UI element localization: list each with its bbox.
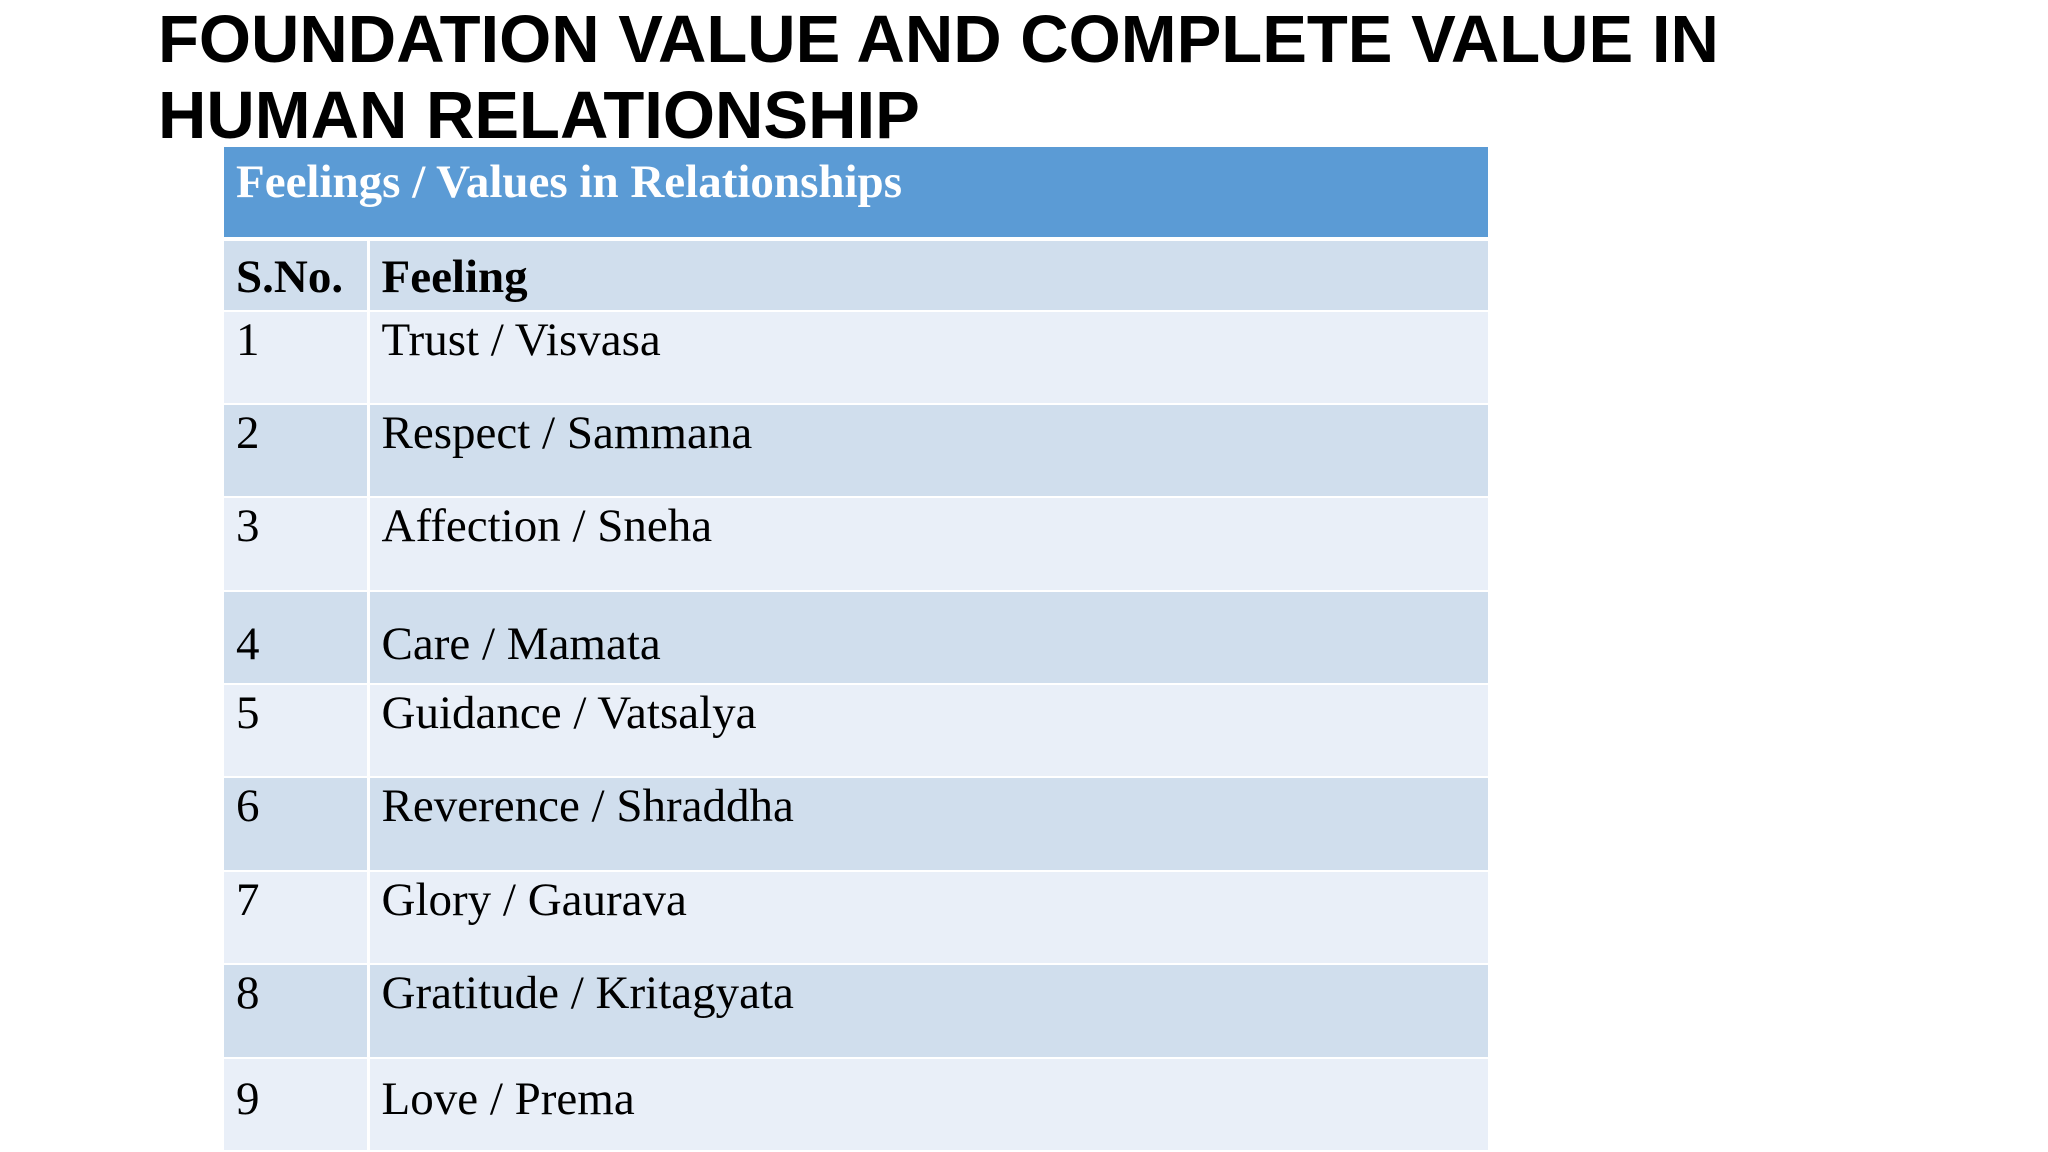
column-header-row: S.No. Feeling: [224, 239, 1488, 312]
slide-title: FOUNDATION VALUE AND COMPLETE VALUE IN H…: [158, 2, 1958, 154]
table-row: 4 Care / Mamata: [224, 590, 1488, 686]
row-sno: 7: [224, 870, 370, 966]
row-sno: 4: [224, 590, 370, 686]
row-feeling: Reverence / Shraddha: [368, 777, 1488, 872]
table-row: 3 Affection / Sneha: [224, 497, 1488, 592]
row-sno: 1: [224, 310, 370, 406]
feelings-values-table: Feelings / Values in Relationships S.No.…: [224, 147, 1488, 1152]
row-sno: 6: [224, 777, 370, 872]
table-row: 5 Guidance / Vatsalya: [224, 684, 1488, 779]
slide-title-line-2: HUMAN RELATIONSHIP: [158, 78, 920, 153]
row-sno: 2: [224, 404, 370, 499]
table-row: 9 Love / Prema: [224, 1057, 1488, 1152]
row-feeling: Affection / Sneha: [368, 497, 1488, 592]
row-feeling: Love / Prema: [368, 1057, 1488, 1152]
column-header-sno: S.No.: [224, 239, 370, 312]
table-row: 2 Respect / Sammana: [224, 404, 1488, 499]
table-caption-row: Feelings / Values in Relationships: [224, 147, 1488, 242]
slide-title-line-1: FOUNDATION VALUE AND COMPLETE VALUE IN: [158, 2, 1719, 77]
row-sno: 3: [224, 497, 370, 592]
table-caption: Feelings / Values in Relationships: [224, 147, 1488, 242]
table-row: 7 Glory / Gaurava: [224, 870, 1488, 966]
row-feeling: Gratitude / Kritagyata: [368, 964, 1488, 1059]
row-feeling: Care / Mamata: [368, 590, 1488, 686]
row-sno: 9: [224, 1057, 370, 1152]
table-row: 6 Reverence / Shraddha: [224, 777, 1488, 872]
row-feeling: Glory / Gaurava: [368, 870, 1488, 966]
table-row: 8 Gratitude / Kritagyata: [224, 964, 1488, 1059]
row-sno: 5: [224, 684, 370, 779]
column-header-feeling: Feeling: [368, 239, 1488, 312]
row-feeling: Guidance / Vatsalya: [368, 684, 1488, 779]
row-sno: 8: [224, 964, 370, 1059]
row-feeling: Trust / Visvasa: [368, 310, 1488, 406]
row-feeling: Respect / Sammana: [368, 404, 1488, 499]
table-row: 1 Trust / Visvasa: [224, 310, 1488, 406]
